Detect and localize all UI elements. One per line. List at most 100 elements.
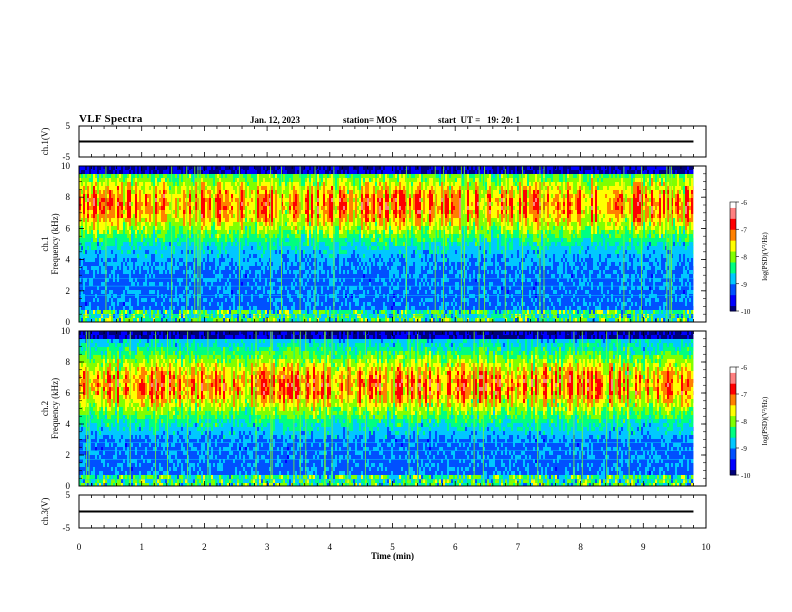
spectrogram-cell — [275, 234, 277, 238]
spectrogram-cell — [169, 170, 171, 174]
spectrogram-cell — [145, 282, 147, 286]
spectrogram-cell — [137, 238, 139, 242]
spectrogram-cell — [129, 306, 131, 310]
spectrogram-cell — [153, 210, 155, 214]
spectrogram-cell — [183, 298, 185, 302]
spectrogram-cell — [175, 202, 177, 206]
spectrogram-cell — [133, 214, 135, 218]
spectrogram-cell — [269, 230, 271, 234]
spectrogram-cell — [209, 194, 211, 198]
spectrogram-cell — [293, 186, 295, 190]
spectrogram-cell — [255, 234, 257, 238]
spectrogram-cell — [191, 186, 193, 190]
spectrogram-cell — [111, 310, 113, 314]
spectrogram-cell — [301, 198, 303, 202]
spectrogram-cell — [255, 198, 257, 202]
spectrogram-cell — [311, 222, 313, 226]
spectrogram-cell — [317, 242, 319, 246]
spectrogram-cell — [305, 246, 307, 250]
spectrogram-cell — [273, 170, 275, 174]
spectrogram-cell — [231, 238, 233, 242]
spectrogram-cell — [181, 310, 183, 314]
spectrogram-cell — [91, 278, 93, 282]
spectrogram-cell — [193, 170, 195, 174]
spectrogram-cell — [89, 318, 91, 322]
spectrogram-cell — [83, 266, 85, 270]
spectrogram-cell — [97, 234, 99, 238]
spectrogram-cell — [183, 166, 185, 170]
spectrogram-cell — [211, 170, 213, 174]
spectrogram-cell — [177, 186, 179, 190]
spectrogram-cell — [133, 198, 135, 202]
spectrogram-cell — [293, 206, 295, 210]
spectrogram-cell — [301, 190, 303, 194]
spectrogram-cell — [233, 290, 235, 294]
spectrogram-cell — [233, 170, 235, 174]
spectrogram-cell — [145, 274, 147, 278]
spectrogram-cell — [203, 266, 205, 270]
spectrogram-cell — [191, 254, 193, 258]
spectrogram-cell — [301, 210, 303, 214]
spectrogram-cell — [221, 310, 223, 314]
spectrogram-cell — [241, 274, 243, 278]
spectrogram-cell — [85, 274, 87, 278]
spectrogram-cell — [231, 290, 233, 294]
spectrogram-cell — [279, 170, 281, 174]
spectrogram-cell — [119, 222, 121, 226]
spectrogram-cell — [265, 186, 267, 190]
spectrogram-cell — [327, 298, 329, 302]
spectrogram-cell — [103, 274, 105, 278]
spectrogram-cell — [319, 290, 321, 294]
spectrogram-cell — [131, 274, 133, 278]
spectrogram-cell — [211, 278, 213, 282]
spectrogram-cell — [141, 238, 143, 242]
spectrogram-cell — [117, 278, 119, 282]
spectrogram-cell — [203, 274, 205, 278]
spectrogram-cell — [125, 250, 127, 254]
spectrogram-cell — [183, 246, 185, 250]
spectrogram-cell — [283, 182, 285, 186]
spectrogram-cell — [135, 282, 137, 286]
spectrogram-cell — [99, 250, 101, 254]
spectrogram-cell — [187, 194, 189, 198]
spectrogram-cell — [169, 182, 171, 186]
spectrogram-cell — [127, 214, 129, 218]
spectrogram-cell — [235, 318, 237, 322]
spectrogram-cell — [139, 226, 141, 230]
spectrogram-cell — [121, 290, 123, 294]
spectrogram-cell — [297, 246, 299, 250]
spectrogram-cell — [247, 174, 249, 178]
spectrogram-cell — [181, 282, 183, 286]
spectrogram-cell — [225, 258, 227, 262]
spectrogram-cell — [161, 230, 163, 234]
spectrogram-cell — [271, 218, 273, 222]
spectrogram-cell — [111, 202, 113, 206]
spectrogram-cell — [167, 262, 169, 266]
spectrogram-cell — [237, 222, 239, 226]
spectrogram-cell — [237, 250, 239, 254]
spectrogram-cell — [135, 214, 137, 218]
spectrogram-cell — [219, 270, 221, 274]
spectrogram-cell — [101, 274, 103, 278]
spectrogram-cell — [181, 262, 183, 266]
spectrogram-cell — [95, 318, 97, 322]
spectrogram-cell — [179, 218, 181, 222]
spectrogram-cell — [293, 306, 295, 310]
spectrogram-cell — [231, 198, 233, 202]
spectrogram-cell — [103, 238, 105, 242]
spectrogram-cell — [301, 218, 303, 222]
spectrogram-cell — [277, 202, 279, 206]
spectrogram-cell — [95, 166, 97, 170]
spectrogram-cell — [203, 262, 205, 266]
spectrogram-cell — [311, 194, 313, 198]
spectrogram-cell — [289, 170, 291, 174]
spectrogram-cell — [247, 254, 249, 258]
spectrogram-cell — [319, 302, 321, 306]
spectrogram-cell — [191, 190, 193, 194]
spectrogram-cell — [159, 310, 161, 314]
spectrogram-cell — [175, 198, 177, 202]
spectrogram-cell — [319, 254, 321, 258]
spectrogram-cell — [203, 286, 205, 290]
spectrogram-cell — [119, 246, 121, 250]
spectrogram-cell — [247, 182, 249, 186]
